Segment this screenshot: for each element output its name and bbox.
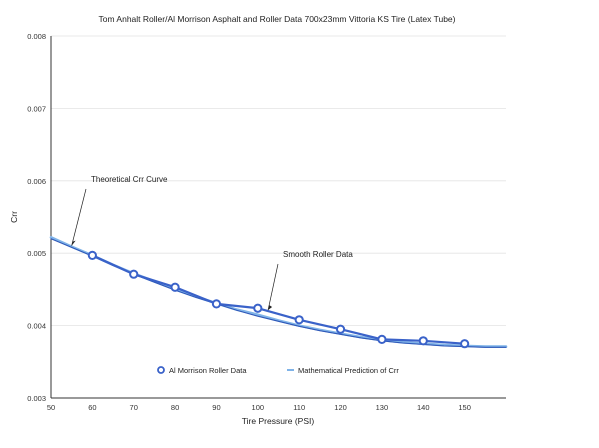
x-tick-label: 80 [171, 403, 179, 412]
axes [50, 36, 506, 399]
y-tick-label: 0.008 [27, 32, 46, 41]
data-point [129, 269, 139, 279]
x-tick-label: 140 [417, 403, 430, 412]
series-layer [49, 236, 508, 349]
data-point [377, 334, 387, 344]
data-point [170, 282, 180, 292]
x-tick-label: 120 [334, 403, 347, 412]
x-tick-label: 150 [458, 403, 471, 412]
annotation-arrow [267, 263, 279, 311]
x-tick-label: 90 [212, 403, 220, 412]
y-tick-label: 0.005 [27, 249, 46, 258]
annotation-arrowhead [71, 240, 76, 246]
chart-title: Tom Anhalt Roller/Al Morrison Asphalt an… [98, 14, 455, 24]
annotation-smooth-roller: Smooth Roller Data [283, 250, 353, 259]
legend-label: Mathematical Prediction of Crr [298, 366, 399, 375]
x-tick-label: 50 [47, 403, 55, 412]
annotation-theoretical-crr: Theoretical Crr Curve [91, 175, 168, 184]
legend: Al Morrison Roller Data Mathematical Pred… [157, 366, 399, 375]
annotation-arrow [71, 188, 87, 246]
data-point [294, 315, 304, 325]
x-tick-label: 60 [88, 403, 96, 412]
y-tick-label: 0.003 [27, 394, 46, 403]
legend-marker-circle [157, 366, 165, 374]
x-axis-title: Tire Pressure (PSI) [242, 416, 315, 426]
data-point [460, 339, 470, 349]
x-tick-label: 110 [293, 403, 305, 412]
x-tick-label: 100 [252, 403, 265, 412]
legend-label: Al Morrison Roller Data [169, 366, 247, 375]
data-point [211, 299, 222, 309]
x-tick-label: 130 [376, 403, 389, 412]
annotation-arrowhead [268, 305, 273, 311]
y-tick-label: 0.006 [27, 177, 46, 186]
annotations: Theoretical Crr Curve Smooth Roller Data [71, 175, 353, 311]
series-line [91, 254, 466, 345]
data-point [418, 336, 428, 346]
y-tick-label: 0.007 [27, 104, 46, 113]
data-point [253, 303, 263, 313]
data-point [335, 324, 346, 334]
y-tick-label: 0.004 [27, 322, 46, 331]
y-axis-title: Crr [9, 211, 19, 223]
x-tick-label: 70 [130, 403, 138, 412]
data-point [87, 250, 97, 260]
tick-labels: 0.003 0.004 0.005 0.006 0.007 0.008 50 60 70 80 90… [27, 32, 471, 412]
